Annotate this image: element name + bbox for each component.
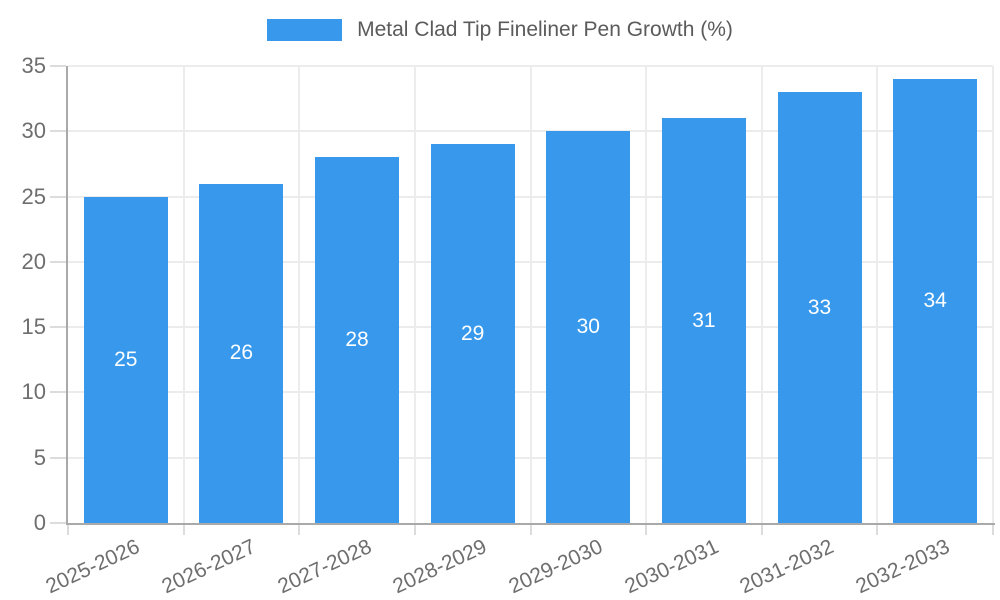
y-axis-tick-label: 25 xyxy=(21,183,46,209)
x-tick-mark xyxy=(992,525,994,535)
gridline-x xyxy=(182,66,185,523)
x-tick-mark xyxy=(876,525,879,535)
bar-value-label: 33 xyxy=(807,295,832,319)
legend-label: Metal Clad Tip Fineliner Pen Growth (%) xyxy=(357,18,733,41)
chart-legend[interactable]: Metal Clad Tip Fineliner Pen Growth (%) xyxy=(0,18,1000,42)
y-axis-tick-label: 30 xyxy=(21,118,46,144)
x-axis-tick-label: 2028-2029 xyxy=(389,535,491,599)
y-axis-tick-label: 15 xyxy=(21,314,46,340)
bar-value-label: 28 xyxy=(345,328,369,352)
gridline-x xyxy=(645,66,648,523)
y-axis-line xyxy=(66,66,68,525)
bar[interactable]: 33 xyxy=(777,92,862,523)
x-tick-mark xyxy=(645,525,648,535)
x-axis-tick-label: 2026-2027 xyxy=(158,535,260,599)
bar[interactable]: 34 xyxy=(893,79,978,523)
y-axis-tick-label: 0 xyxy=(33,510,46,535)
bar[interactable]: 29 xyxy=(430,144,515,523)
x-axis-tick-label: 2027-2028 xyxy=(274,535,375,599)
bar-value-label: 31 xyxy=(692,308,716,332)
bar[interactable]: 28 xyxy=(315,157,400,523)
bar-value-label: 30 xyxy=(576,315,600,339)
gridline-x xyxy=(760,66,763,523)
bar[interactable]: 31 xyxy=(661,118,746,523)
x-tick-mark xyxy=(529,525,532,535)
bar-value-label: 29 xyxy=(461,321,485,345)
bar-value-label: 26 xyxy=(229,341,254,365)
bar[interactable]: 26 xyxy=(199,183,284,523)
gridline-x xyxy=(298,66,301,523)
x-axis-tick-label: 2031-2032 xyxy=(736,535,838,599)
bar[interactable]: 25 xyxy=(83,196,168,523)
x-tick-mark xyxy=(413,525,416,535)
y-axis-tick-label: 35 xyxy=(21,53,46,78)
y-axis-tick-label: 10 xyxy=(21,379,46,405)
x-tick-mark xyxy=(67,525,69,535)
x-axis-tick-label: 2025-2026 xyxy=(42,535,144,599)
y-tick-mark xyxy=(50,130,66,133)
gridline-x xyxy=(992,66,994,523)
y-tick-mark xyxy=(50,326,66,329)
x-axis-tick-label: 2030-2031 xyxy=(620,535,722,599)
gridline-x xyxy=(876,66,879,523)
y-tick-mark xyxy=(50,391,66,394)
y-tick-mark xyxy=(50,260,66,263)
legend-swatch xyxy=(267,19,343,41)
bar-value-label: 34 xyxy=(923,289,947,313)
y-tick-mark xyxy=(50,195,66,198)
y-axis-tick-label: 5 xyxy=(33,444,46,470)
plot-area: 25 26 28 29 30 31 33 34 0 5 10 15 20 25 30 35 2025-2026… xyxy=(22,54,995,598)
bar-value-label: 25 xyxy=(114,347,138,371)
y-axis-tick-label: 20 xyxy=(21,248,46,274)
x-tick-mark xyxy=(298,525,301,535)
bar[interactable]: 30 xyxy=(546,131,631,523)
x-axis-line xyxy=(66,523,995,525)
x-tick-mark xyxy=(182,525,185,535)
gridline-x xyxy=(413,66,416,523)
y-tick-mark xyxy=(50,522,66,524)
x-tick-mark xyxy=(760,525,763,535)
gridline-x xyxy=(529,66,532,523)
y-tick-mark xyxy=(50,456,66,459)
x-axis-tick-label: 2032-2033 xyxy=(852,535,953,599)
x-axis-tick-label: 2029-2030 xyxy=(505,535,607,599)
y-tick-mark xyxy=(50,65,66,67)
